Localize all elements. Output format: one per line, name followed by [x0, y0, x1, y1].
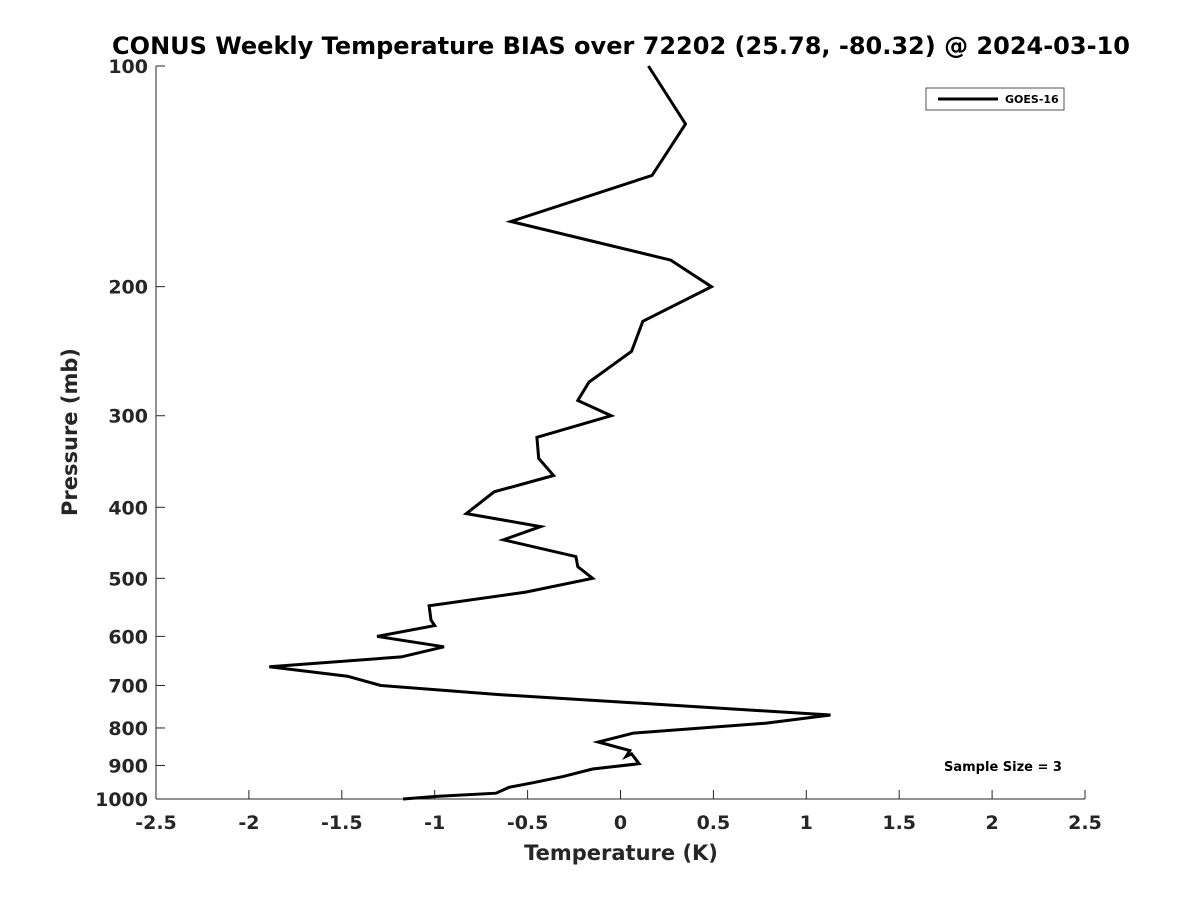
x-tick-label: -2: [238, 812, 259, 834]
y-tick-label: 700: [108, 675, 148, 697]
y-tick-label: 1000: [95, 789, 148, 811]
x-tick-label: 2.5: [1068, 812, 1102, 834]
sample-size-annotation: Sample Size = 3: [944, 760, 1062, 775]
legend: GOES-16: [925, 87, 1065, 111]
series-line-goes-16: [269, 65, 831, 801]
x-axis-label: Temperature (K): [524, 841, 718, 865]
y-tick-label: 100: [108, 56, 148, 78]
y-tick-label: 300: [108, 406, 148, 428]
y-axis-ticks: 100 200 300 400 500 600 700 800 900 1000: [95, 56, 165, 811]
y-tick-label: 400: [108, 497, 148, 519]
legend-label-goes-16: GOES-16: [1005, 93, 1059, 106]
x-axis-ticks: -2.5 -2 -1.5 -1 -0.5 0 0.5 1 1.5 2 2.5: [135, 790, 1102, 834]
y-tick-label: 800: [108, 718, 148, 740]
x-tick-label: 1.5: [882, 812, 916, 834]
plot-area: [156, 66, 1085, 799]
y-tick-label: 500: [108, 568, 148, 590]
y-tick-label: 200: [108, 277, 148, 299]
x-tick-label: -2.5: [135, 812, 177, 834]
series-layer: [269, 65, 831, 801]
x-tick-label: -1: [424, 812, 445, 834]
y-tick-label: 900: [108, 755, 148, 777]
x-tick-label: 1: [800, 812, 813, 834]
x-tick-label: 0.5: [697, 812, 731, 834]
x-tick-label: -1.5: [321, 812, 363, 834]
y-axis-label: Pressure (mb): [58, 348, 82, 516]
x-tick-label: 0: [614, 812, 627, 834]
x-tick-label: -0.5: [507, 812, 549, 834]
chart-title: CONUS Weekly Temperature BIAS over 72202…: [112, 32, 1130, 60]
y-tick-label: 600: [108, 626, 148, 648]
x-tick-label: 2: [985, 812, 998, 834]
